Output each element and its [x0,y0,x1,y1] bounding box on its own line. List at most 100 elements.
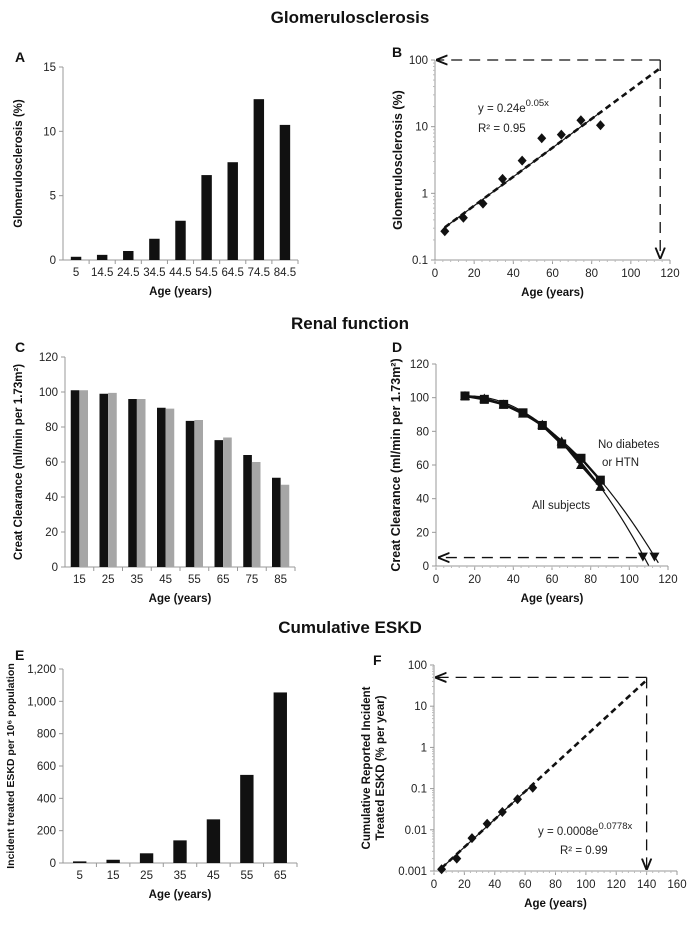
y-tick-label: 0 [52,562,58,574]
panel-letter: A [15,49,25,65]
r-squared: R² = 0.99 [560,845,608,857]
panel-letter: E [15,647,24,663]
y-axis-title-line1: Cumulative Reported Incident [361,686,373,849]
bar [279,124,291,261]
series-line [464,394,602,488]
bar-series-2 [79,390,88,567]
bar-series-1 [214,440,224,567]
x-tick-label: 60 [546,574,559,586]
data-point-triangle [498,399,509,409]
x-tick-label: 60 [519,879,532,891]
bar-series-2 [136,399,146,567]
label-all-subjects: All subjects [532,500,590,512]
data-point-triangle [479,393,490,403]
trendline-extrapolated [440,679,648,869]
y-tick-label: 120 [39,352,58,364]
y-tick-label: 20 [416,527,429,539]
x-tick-label: 74.5 [248,267,270,279]
y-tick-label: 0.001 [398,866,427,878]
x-tick-label: 160 [667,879,686,891]
bar-series-1 [70,390,80,567]
y-tick-label: 200 [37,826,56,838]
fit-curve-all-subjects [464,395,650,566]
bar-series-2 [223,437,232,567]
panel-d: D 0 20 40 60 80 100 120 0 20 40 60 80 100 120 Age (year… [389,339,678,605]
bar [201,175,212,260]
x-tick-label: 85 [274,574,287,586]
bar-series-1 [185,420,195,567]
x-tick-label: 15 [107,870,120,882]
panel-c: C 0 20 40 60 80 100 120 15 25 35 45 55 65 75 85 Age (yea… [13,339,296,605]
equation-base: y = 0.24e [478,103,526,115]
x-tick-label: 14.5 [91,267,113,279]
panel-a: A 0 5 10 15 5 14.5 24.5 34.5 44.5 54.5 64.5 74.5 84.5… [13,49,299,298]
x-tick-label: 40 [507,268,520,280]
panel-b: B 0.1 1 10 100 0 20 40 60 80 100 120 Age (years) Glom… [391,44,680,299]
y-tick-label: 100 [409,55,428,67]
panel-letter: C [15,339,25,355]
y-tick-label: 1 [422,188,428,200]
y-tick-label: 800 [37,729,56,741]
y-axis-title: Glomerulosclerosis (%) [13,99,25,228]
bar [240,774,254,863]
endpoint-marker [649,552,660,562]
bar-series-1 [128,399,137,567]
data-point-diamond [440,226,450,237]
data-point-diamond [498,173,508,184]
equation-base: y = 0.0008e [538,826,598,838]
equation-exponent: 0.05x [526,98,549,109]
y-tick-label: 1,200 [27,664,56,676]
bar-series-1 [99,393,109,567]
label-or-htn: or HTN [602,457,639,469]
y-tick-label: 40 [45,492,58,504]
x-tick-label: 5 [77,870,83,882]
data-point-triangle [460,390,470,400]
section-title-glomerulosclerosis: Glomerulosclerosis [271,8,430,27]
label-no-diabetes: No diabetes [598,439,660,451]
bar-series-2 [194,420,203,567]
y-tick-label: 0.1 [412,255,428,267]
y-tick-label: 20 [45,527,58,539]
x-tick-label: 100 [620,574,639,586]
y-axis-title-line2: Treated ESKD (% per year) [375,695,387,840]
data-point-diamond [513,794,523,805]
x-tick-label: 100 [576,879,595,891]
x-tick-label: 120 [607,879,626,891]
data-point-diamond [528,782,538,793]
r-squared: R² = 0.95 [478,123,526,135]
data-point-triangle [537,419,548,429]
data-point-diamond [497,807,507,818]
bar [273,692,287,863]
x-tick-label: 25 [102,574,115,586]
bar [73,861,87,863]
bar-series-1 [243,455,252,567]
y-tick-label: 1,000 [27,696,56,708]
x-tick-label: 20 [458,879,471,891]
bar-series-1 [272,477,281,567]
bar [149,238,160,260]
x-tick-label: 64.5 [222,267,244,279]
bar [173,840,187,863]
x-tick-label: 0 [433,574,439,586]
x-tick-label: 84.5 [274,267,296,279]
y-tick-label: 120 [410,359,429,371]
data-point-diamond [478,198,488,209]
x-tick-label: 120 [660,268,679,280]
x-tick-label: 140 [637,879,656,891]
bar-series-1 [157,407,166,567]
bar-series-2 [165,408,175,567]
x-axis-title: Age (years) [149,889,212,901]
y-tick-label: 0.1 [411,784,427,796]
data-point-diamond [467,833,477,844]
section-title-renal-function: Renal function [291,314,409,333]
x-tick-label: 55 [188,574,201,586]
y-tick-label: 10 [43,126,56,138]
y-tick-label: 100 [408,660,427,672]
x-tick-label: 120 [658,574,677,586]
data-point-diamond [595,120,605,131]
data-point-triangle [595,481,606,491]
panel-letter: F [373,652,382,668]
y-tick-label: 600 [37,761,56,773]
bar [123,250,134,260]
equation-exponent: 0.0778x [598,821,632,832]
